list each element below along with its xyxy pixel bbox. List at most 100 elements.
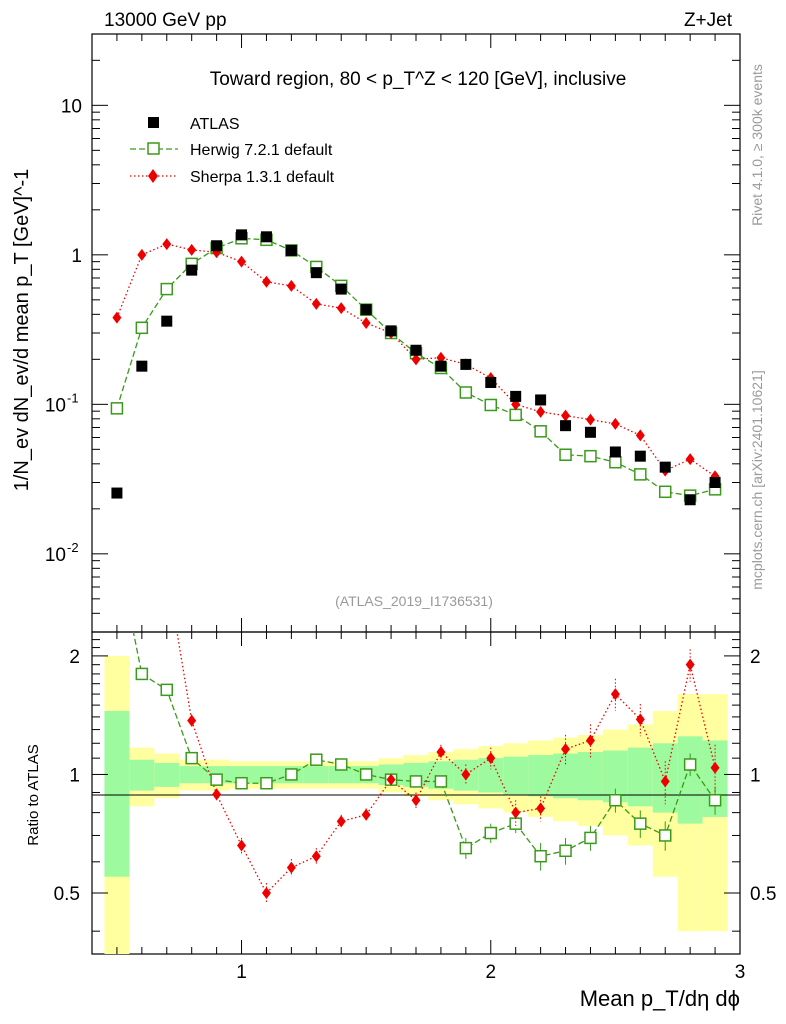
ratio-band-inner — [154, 762, 180, 787]
ratio-band-inner — [129, 759, 155, 791]
herwig-ratio-point — [260, 776, 273, 790]
ratio-band-inner — [303, 766, 329, 784]
process-label: Z+Jet — [684, 10, 733, 31]
atlas-point — [111, 487, 123, 499]
atlas-point — [136, 360, 148, 372]
x-tick-label: 1 — [236, 962, 247, 983]
ratio-tick-label-right: 0.5 — [750, 884, 776, 905]
herwig-ratio-point — [160, 683, 174, 697]
sherpa-point — [162, 238, 172, 251]
herwig-ratio-point — [658, 829, 672, 842]
atlas-point — [385, 325, 397, 337]
atlas-point — [310, 267, 322, 279]
sherpa-ratio-point — [486, 752, 496, 765]
herwig-ratio-point — [708, 793, 722, 807]
legend-herwig-label: Herwig 7.2.1 default — [190, 142, 333, 159]
sherpa-ratio-point — [411, 794, 421, 807]
atlas-point — [460, 358, 472, 370]
sherpa-point — [536, 405, 546, 418]
sherpa-ratio-point — [635, 713, 645, 726]
legend-atlas-marker — [148, 117, 159, 128]
atlas-point — [260, 231, 272, 243]
legend-herwig-marker — [147, 142, 160, 155]
ratio-band-inner — [528, 755, 554, 797]
sherpa-ratio-point — [187, 714, 197, 727]
herwig-ratio-point — [459, 841, 473, 855]
atlas-point — [285, 244, 297, 256]
ratio-tick-label-right: 2 — [750, 647, 761, 668]
atlas-point — [186, 264, 198, 276]
atlas-point — [709, 477, 721, 488]
atlas-point — [659, 461, 671, 473]
sherpa-ratio-point — [461, 768, 471, 781]
herwig-line — [116, 237, 716, 497]
sherpa-ratio-point — [237, 839, 247, 852]
atlas-point — [360, 304, 372, 316]
atlas-point — [684, 494, 696, 506]
y-tick-label: 1 — [71, 246, 82, 267]
ratio-band-inner — [627, 747, 653, 807]
herwig-ratio-point — [634, 817, 647, 830]
sherpa-ratio-point — [311, 850, 321, 863]
atlas-point — [435, 360, 447, 372]
ratio-clipped-group — [132, 632, 722, 904]
herwig-point — [609, 455, 622, 469]
herwig-ratio-point — [534, 849, 547, 863]
y-tick-exponent: -2 — [67, 540, 79, 555]
sherpa-ratio-point — [286, 861, 296, 874]
x-tick-label: 2 — [485, 962, 496, 983]
herwig-point — [534, 425, 547, 438]
atlas-point — [410, 344, 422, 356]
herwig-ratio-point — [409, 775, 423, 788]
sherpa-ratio-point — [585, 734, 595, 747]
legend-sherpa-marker — [148, 169, 158, 183]
ratio-tick-label: 2 — [69, 647, 80, 668]
atlas-point — [609, 446, 621, 458]
ratio-tick-label: 0.5 — [54, 884, 80, 905]
legend-sherpa-label: Sherpa 1.3.1 default — [190, 169, 335, 186]
sherpa-point — [286, 279, 296, 292]
herwig-point — [484, 398, 498, 412]
sherpa-point — [336, 302, 346, 315]
sherpa-point — [585, 413, 595, 426]
legend: ATLAS Herwig 7.2.1 default Sherpa 1.3.1 … — [130, 116, 335, 186]
sherpa-ratio-point — [660, 775, 670, 788]
herwig-point — [584, 449, 597, 463]
atlas-point — [560, 420, 572, 432]
herwig-ratio-point — [135, 667, 149, 681]
sherpa-point — [411, 353, 421, 366]
y-tick-label: 10 — [45, 545, 66, 566]
herwig-ratio-point — [235, 776, 248, 790]
legend-atlas-label: ATLAS — [190, 116, 240, 133]
energy-label: 13000 GeV pp — [104, 10, 227, 31]
herwig-ratio-point — [359, 768, 373, 781]
sherpa-point — [561, 409, 571, 422]
herwig-point — [634, 468, 647, 481]
y-tick-exponent: -1 — [67, 390, 79, 405]
main-series — [110, 229, 722, 506]
x-tick-label: 3 — [735, 962, 746, 983]
y-axis-label: 1/N_ev dN_ev/d mean p_T [GeV]^-1 — [11, 169, 33, 492]
sherpa-point — [112, 311, 122, 324]
analysis-watermark: (ATLAS_2019_I1736531) — [335, 593, 493, 609]
ratio-tick-label-right: 1 — [750, 765, 761, 786]
sherpa-ratio-point — [685, 658, 695, 671]
sherpa-ratio-point — [561, 743, 571, 756]
ratio-series — [132, 632, 722, 904]
atlas-point — [236, 229, 248, 241]
atlas-point — [211, 240, 223, 252]
herwig-ratio-point — [559, 844, 572, 858]
sherpa-point — [311, 297, 321, 310]
atlas-point — [161, 315, 173, 327]
atlas-point — [535, 394, 547, 406]
ratio-axis-label: Ratio to ATLAS — [25, 744, 42, 845]
herwig-ratio-point — [334, 758, 348, 771]
herwig-ratio-point — [310, 753, 323, 766]
sherpa-ratio-point — [361, 808, 371, 821]
atlas-point — [634, 450, 646, 462]
sherpa-ratio-point — [336, 815, 346, 828]
sherpa-ratio-point — [536, 802, 546, 815]
sherpa-ratio-point — [610, 688, 620, 701]
herwig-point — [160, 282, 174, 296]
